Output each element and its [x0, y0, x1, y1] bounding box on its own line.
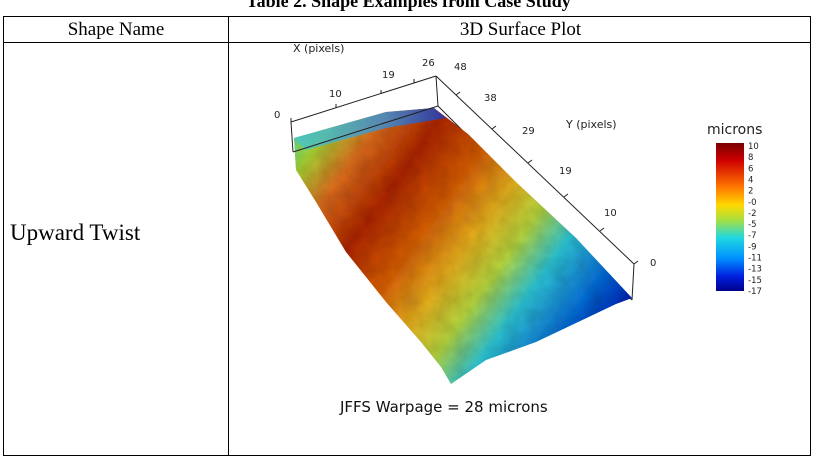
x-tick-1: 10 [329, 89, 342, 100]
colorbar-tick: -9 [748, 242, 756, 252]
x-tick-2: 19 [382, 70, 395, 81]
table-caption: Table 2. Shape Examples from Case Study [246, 0, 571, 11]
colorbar-tick: -2 [748, 209, 756, 219]
colorbar-tick: 2 [748, 187, 753, 197]
colorbar-tick: -17 [748, 287, 762, 297]
colorbar-tick: -13 [748, 265, 762, 275]
header-3d-surface-plot: 3D Surface Plot [459, 19, 582, 40]
x-tick-3: 26 [422, 58, 435, 69]
y-tick-5: 0 [650, 258, 656, 269]
colorbar-gradient [716, 143, 744, 291]
y-tick-3: 19 [559, 166, 572, 177]
header-divider [4, 42, 810, 43]
colorbar-tick: -0 [748, 198, 756, 208]
y-tick-2: 29 [522, 126, 535, 137]
x-axis-label: X (pixels) [293, 42, 344, 55]
y-tick-1: 38 [484, 93, 497, 104]
column-divider [228, 17, 229, 455]
colorbar-tick: -5 [748, 220, 756, 230]
colorbar-tick: -7 [748, 231, 756, 241]
warpage-caption: JFFS Warpage = 28 microns [340, 398, 548, 416]
colorbar-tick: 10 [748, 142, 759, 152]
shape-name-cell: Upward Twist [10, 220, 141, 245]
colorbar-label: microns [707, 122, 762, 138]
header-shape-name: Shape Name [67, 19, 165, 40]
x-tick-0: 0 [274, 110, 280, 121]
surface-mesh [294, 108, 632, 384]
y-axis-ticks [455, 91, 639, 265]
y-tick-4: 10 [604, 208, 617, 219]
colorbar-tick: -11 [748, 254, 762, 264]
surface-plot: X (pixels) 0 10 19 26 48 38 29 19 10 0 Y… [274, 42, 762, 384]
colorbar-tick: 6 [748, 164, 753, 174]
colorbar-tick: 4 [748, 175, 753, 185]
y-tick-0: 48 [454, 62, 467, 73]
axis-box-front [292, 105, 439, 153]
x-axis-ticks [290, 79, 415, 122]
y-axis-label: Y (pixels) [565, 118, 617, 131]
colorbar-tick: -15 [748, 276, 762, 286]
colorbar-tick: 8 [748, 153, 753, 163]
